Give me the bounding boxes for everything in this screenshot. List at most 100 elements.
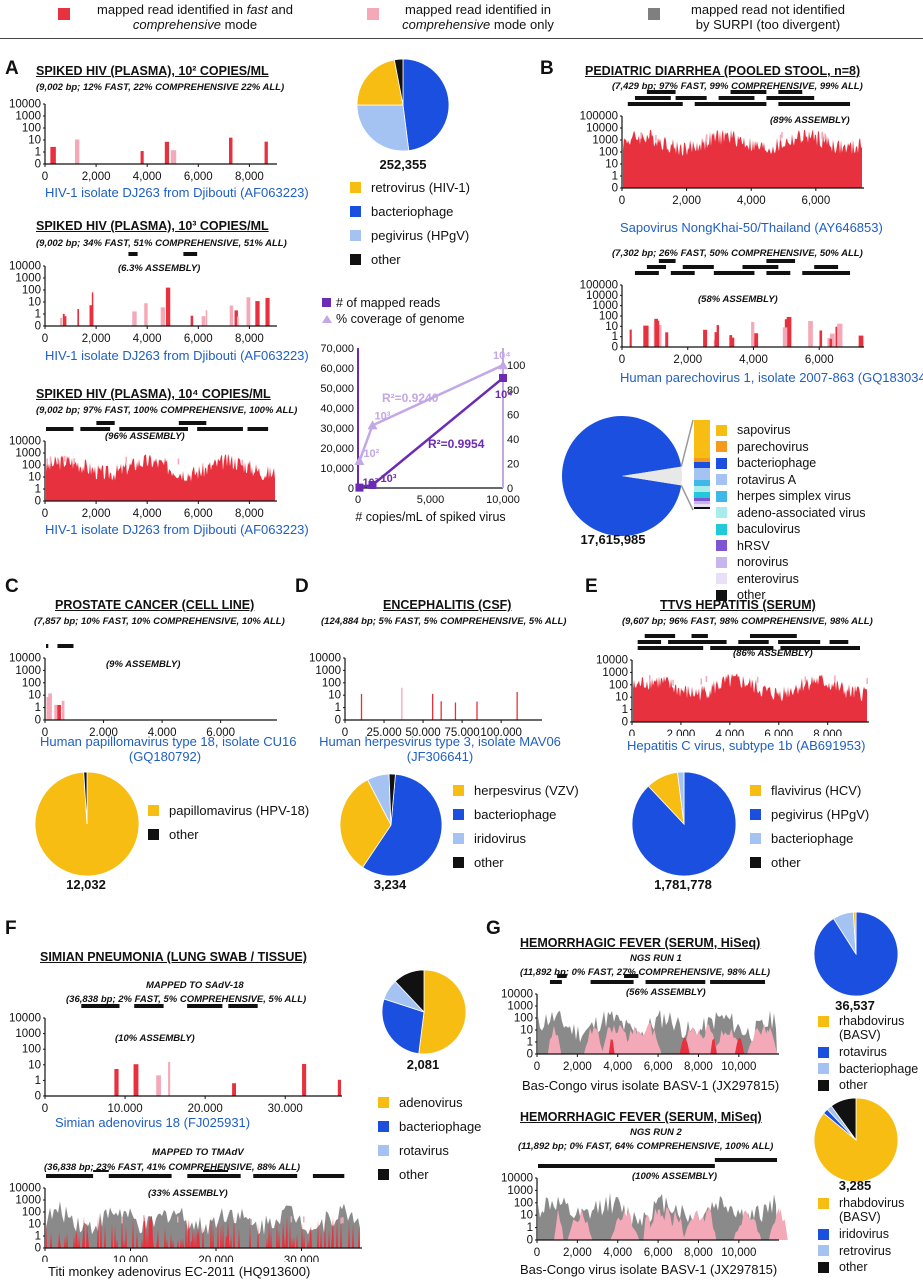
assembly-contig (81, 1004, 120, 1008)
y-tick-label: 10 (28, 690, 41, 702)
assembly-contig (627, 102, 683, 106)
x-tick-label: 6,000 (184, 333, 213, 345)
assembly-contig (46, 644, 49, 648)
c-assembly: (9% ASSEMBLY) (106, 659, 181, 670)
y-left-tick: 50,000 (320, 383, 354, 395)
assembly-contig (694, 102, 767, 106)
comprehensive-reads-area (774, 1209, 788, 1240)
legend-d-swatch (453, 808, 464, 820)
assembly-contig (590, 980, 634, 984)
y-tick-label: 0 (35, 1091, 41, 1103)
x-tick-label: 2,000 (673, 354, 702, 366)
legend-g1-swatch (818, 1046, 829, 1058)
assembly-contig (670, 271, 695, 275)
assembly-contig (187, 1174, 241, 1178)
y-tick-label: 100 (22, 1044, 41, 1056)
comprehensive-read (168, 1061, 171, 1096)
y-tick-label: 100 (22, 285, 41, 297)
x-tick-label: 8,000 (235, 508, 264, 520)
b-title: PEDIATRIC DIARRHEA (POOLED STOOL, n=8) (585, 64, 861, 78)
assembly-contig (634, 96, 671, 100)
g2-assembly: (100% ASSEMBLY) (632, 1171, 717, 1182)
y-tick-label: 1 (35, 484, 41, 496)
legend-e-swatch (750, 808, 761, 820)
comprehensive-read (834, 675, 836, 682)
coverage-point (354, 455, 365, 465)
zoom-segment (694, 458, 710, 462)
y-tick-label: 0 (527, 1235, 533, 1247)
comprehensive-read (236, 316, 239, 326)
y-tick-label: 1000 (315, 665, 341, 677)
x-tick-label: 2,000 (563, 1061, 592, 1072)
comprehensive-read (48, 693, 52, 720)
fast-read (516, 691, 518, 720)
comprehensive-read (804, 676, 807, 683)
x-tick-label: 50,000 (405, 727, 440, 736)
e-assembly: (86% ASSEMBLY) (733, 648, 813, 659)
zoom-line (680, 419, 694, 467)
b1-assembly: (89% ASSEMBLY) (770, 115, 850, 126)
legend-g1-swatch (818, 1016, 829, 1027)
zoom-segment (694, 498, 710, 501)
fast-reads-area (734, 1037, 745, 1054)
comprehensive-read (201, 316, 206, 326)
d-caption: Human herpesvirus type 3, isolate MAV06(… (319, 734, 561, 764)
assembly-contig (46, 427, 74, 431)
g1-run: NGS RUN 1 (630, 953, 682, 964)
comprehensive-read (125, 456, 127, 463)
assembly-contig (197, 427, 243, 431)
c-title: PROSTATE CANCER (CELL LINE) (55, 598, 255, 612)
x-axis-label: # copies/mL of spiked virus (355, 510, 505, 524)
pie-slice (622, 466, 682, 486)
comprehensive-read (648, 675, 651, 682)
assembly-contig (538, 1164, 715, 1168)
top-legend: mapped read identified in fast and compre… (0, 0, 923, 39)
y-tick-label: 10000 (596, 655, 628, 667)
x-tick-label: 10,000 (113, 1255, 148, 1262)
legend-reads-swatch (322, 298, 331, 307)
y-tick-label: 10 (520, 1210, 533, 1222)
y-right-tick: 60 (507, 409, 519, 421)
fast-read (752, 338, 758, 347)
x-tick-label: 8,000 (684, 1061, 713, 1072)
fast-read (164, 141, 170, 164)
fast-read (431, 693, 434, 720)
y-tick-label: 100 (599, 147, 618, 159)
y-tick-label: 0 (612, 342, 618, 354)
x-tick-label: 10,000 (107, 1103, 142, 1112)
assembly-contig (710, 646, 774, 650)
assembly-contig (658, 259, 676, 263)
c-caption: Human papillomavirus type 18, isolate CU… (40, 734, 297, 764)
panel-label-c: C (5, 576, 19, 597)
pie-g2 (813, 1097, 898, 1182)
x-tick-label: 8,000 (684, 1247, 713, 1258)
pie-slice (362, 773, 442, 876)
y-tick-label: 100 (22, 1207, 41, 1219)
fast-read (819, 330, 823, 347)
pie-slice (356, 59, 404, 106)
comprehensive-read (57, 457, 59, 464)
point-label: 10⁴ (493, 350, 511, 362)
fast-read (133, 1064, 139, 1096)
e-title: TTVS HEPATITIS (SERUM) (660, 598, 816, 612)
fast-read (703, 329, 708, 347)
legend-f-swatch (378, 1168, 389, 1180)
y-tick-label: 1 (622, 704, 628, 716)
legend-swatch-fast (58, 8, 70, 20)
y-tick-label: 10000 (9, 261, 41, 273)
assembly-contig (183, 252, 198, 256)
legend-g2-swatch (818, 1261, 829, 1273)
y-tick-label: 1000 (15, 1028, 41, 1040)
legend-fast-text: mapped read identified in fast and compre… (97, 2, 293, 32)
legend-b-swatch (716, 490, 727, 502)
y-tick-label: 0 (35, 159, 41, 171)
zoom-segment (694, 486, 710, 492)
comprehensive-reads-area (567, 1207, 593, 1240)
fast-read (476, 701, 478, 720)
fast-read (337, 1079, 342, 1096)
x-tick-label: 100,000 (480, 727, 522, 736)
fast-read (440, 701, 442, 720)
g1-title: HEMORRHAGIC FEVER (SERUM, HiSeq) (520, 936, 761, 950)
